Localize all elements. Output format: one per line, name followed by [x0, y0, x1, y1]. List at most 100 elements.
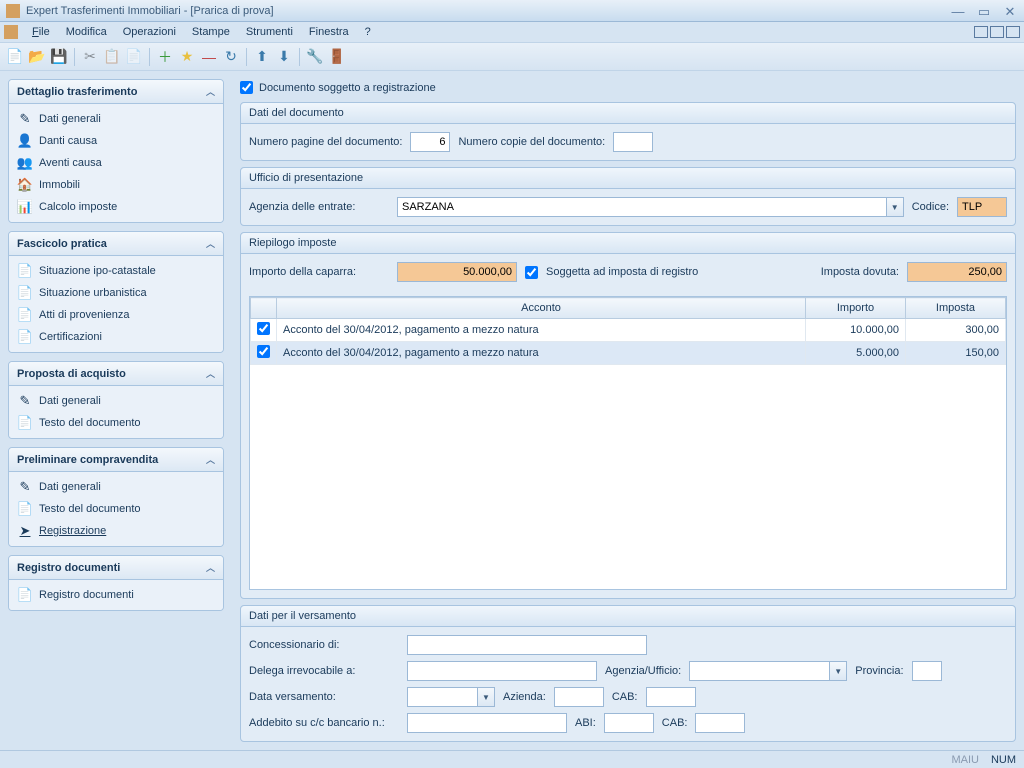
input-concessionario[interactable] [407, 635, 647, 655]
dropdown-agenzia-ufficio-icon[interactable]: ▼ [829, 661, 847, 681]
panel-header-proposta[interactable]: Proposta di acquisto︿ [9, 362, 223, 386]
refresh-icon[interactable]: ↻ [222, 48, 240, 66]
up-icon[interactable]: ⬆ [253, 48, 271, 66]
star-icon[interactable]: ★ [178, 48, 196, 66]
nav-registrazione[interactable]: ➤Registrazione [9, 520, 223, 542]
input-dovuta[interactable] [907, 262, 1007, 282]
label-soggetto-registrazione: Documento soggetto a registrazione [259, 82, 436, 94]
label-cab2: CAB: [662, 717, 688, 729]
cut-icon[interactable]: ✂ [81, 48, 99, 66]
doc-icon: 📄 [17, 263, 33, 279]
nav-registro-documenti[interactable]: 📄Registro documenti [9, 584, 223, 606]
input-addebito[interactable] [407, 713, 567, 733]
label-agenzia-ufficio: Agenzia/Ufficio: [605, 665, 681, 677]
col-acconto: Acconto [277, 298, 806, 319]
close-icon[interactable]: ✕ [1002, 4, 1018, 18]
nav-immobili[interactable]: 🏠Immobili [9, 174, 223, 196]
nav-testo-doc-2[interactable]: 📄Testo del documento [9, 498, 223, 520]
chevron-up-icon: ︿ [206, 453, 215, 466]
label-addebito: Addebito su c/c bancario n.: [249, 717, 399, 729]
nav-testo-doc-1[interactable]: 📄Testo del documento [9, 412, 223, 434]
doc-icon: 📄 [17, 285, 33, 301]
input-cab2[interactable] [695, 713, 745, 733]
doc-icon: 📄 [17, 415, 33, 431]
nav-atti-provenienza[interactable]: 📄Atti di provenienza [9, 304, 223, 326]
menu-strumenti[interactable]: Strumenti [238, 23, 301, 41]
nav-ipo-catastale[interactable]: 📄Situazione ipo-catastale [9, 260, 223, 282]
panel-header-registro[interactable]: Registro documenti︿ [9, 556, 223, 580]
col-imposta: Imposta [906, 298, 1006, 319]
table-row[interactable]: Acconto del 30/04/2012, pagamento a mezz… [251, 342, 1006, 365]
label-cab1: CAB: [612, 691, 638, 703]
paste-icon[interactable]: 📄 [125, 48, 143, 66]
open-icon[interactable]: 📂 [28, 48, 46, 66]
arrow-icon: ➤ [17, 523, 33, 539]
mdi-minimize-icon[interactable] [974, 26, 988, 38]
tool-b-icon[interactable]: 🚪 [328, 48, 346, 66]
nav-aventi-causa[interactable]: 👥Aventi causa [9, 152, 223, 174]
nav-danti-causa[interactable]: 👤Danti causa [9, 130, 223, 152]
menu-help[interactable]: ? [357, 23, 379, 41]
input-copie[interactable] [613, 132, 653, 152]
input-cab1[interactable] [646, 687, 696, 707]
mdi-restore-icon[interactable] [990, 26, 1004, 38]
input-provincia[interactable] [912, 661, 942, 681]
input-caparra[interactable] [397, 262, 517, 282]
input-delega[interactable] [407, 661, 597, 681]
dropdown-data-icon[interactable]: ▼ [477, 687, 495, 707]
maximize-icon[interactable]: ▭ [976, 4, 992, 18]
nav-dati-generali-2[interactable]: ✎Dati generali [9, 390, 223, 412]
menu-stampe[interactable]: Stampe [184, 23, 238, 41]
group-versamento: Dati per il versamento Concessionario di… [240, 605, 1016, 742]
label-azienda: Azienda: [503, 691, 546, 703]
minimize-icon[interactable]: — [950, 4, 966, 18]
nav-certificazioni[interactable]: 📄Certificazioni [9, 326, 223, 348]
panel-header-preliminare[interactable]: Preliminare compravendita︿ [9, 448, 223, 472]
people-icon: 👥 [17, 155, 33, 171]
menubar: File Modifica Operazioni Stampe Strument… [0, 22, 1024, 43]
status-num: NUM [991, 754, 1016, 766]
nav-calcolo-imposte[interactable]: 📊Calcolo imposte [9, 196, 223, 218]
new-icon[interactable]: 📄 [6, 48, 24, 66]
panel-header-fascicolo[interactable]: Fascicolo pratica︿ [9, 232, 223, 256]
input-pagine[interactable] [410, 132, 450, 152]
label-delega: Delega irrevocabile a: [249, 665, 399, 677]
tool-a-icon[interactable]: 🔧 [306, 48, 324, 66]
row-checkbox[interactable] [257, 322, 270, 335]
row-checkbox[interactable] [257, 345, 270, 358]
add-icon[interactable]: ＋ [156, 48, 174, 66]
mdi-close-icon[interactable] [1006, 26, 1020, 38]
house-icon: 🏠 [17, 177, 33, 193]
input-azienda[interactable] [554, 687, 604, 707]
checkbox-soggetta[interactable] [525, 266, 538, 279]
group-header-dati-doc: Dati del documento [241, 103, 1015, 124]
dropdown-agenzia-icon[interactable]: ▼ [886, 197, 904, 217]
person-icon: 👤 [17, 133, 33, 149]
input-data-versamento[interactable] [407, 687, 477, 707]
label-abi: ABI: [575, 717, 596, 729]
copy-icon[interactable]: 📋 [103, 48, 121, 66]
chevron-up-icon: ︿ [206, 85, 215, 98]
pencil-icon: ✎ [17, 393, 33, 409]
input-agenzia-ufficio[interactable] [689, 661, 829, 681]
table-row[interactable]: Acconto del 30/04/2012, pagamento a mezz… [251, 319, 1006, 342]
input-agenzia[interactable] [397, 197, 886, 217]
pencil-icon: ✎ [17, 479, 33, 495]
down-icon[interactable]: ⬇ [275, 48, 293, 66]
save-icon[interactable]: 💾 [50, 48, 68, 66]
nav-dati-generali-3[interactable]: ✎Dati generali [9, 476, 223, 498]
menu-operazioni[interactable]: Operazioni [115, 23, 184, 41]
chevron-up-icon: ︿ [206, 237, 215, 250]
input-abi[interactable] [604, 713, 654, 733]
doc-icon: 📄 [17, 501, 33, 517]
nav-dati-generali-1[interactable]: ✎Dati generali [9, 108, 223, 130]
checkbox-soggetto-registrazione[interactable] [240, 81, 253, 94]
group-riepilogo: Riepilogo imposte Importo della caparra:… [240, 232, 1016, 599]
input-codice[interactable] [957, 197, 1007, 217]
menu-finestra[interactable]: Finestra [301, 23, 357, 41]
menu-file[interactable]: File [24, 23, 58, 41]
remove-icon[interactable]: — [200, 48, 218, 66]
menu-modifica[interactable]: Modifica [58, 23, 115, 41]
nav-urbanistica[interactable]: 📄Situazione urbanistica [9, 282, 223, 304]
panel-header-dettaglio[interactable]: Dettaglio trasferimento︿ [9, 80, 223, 104]
